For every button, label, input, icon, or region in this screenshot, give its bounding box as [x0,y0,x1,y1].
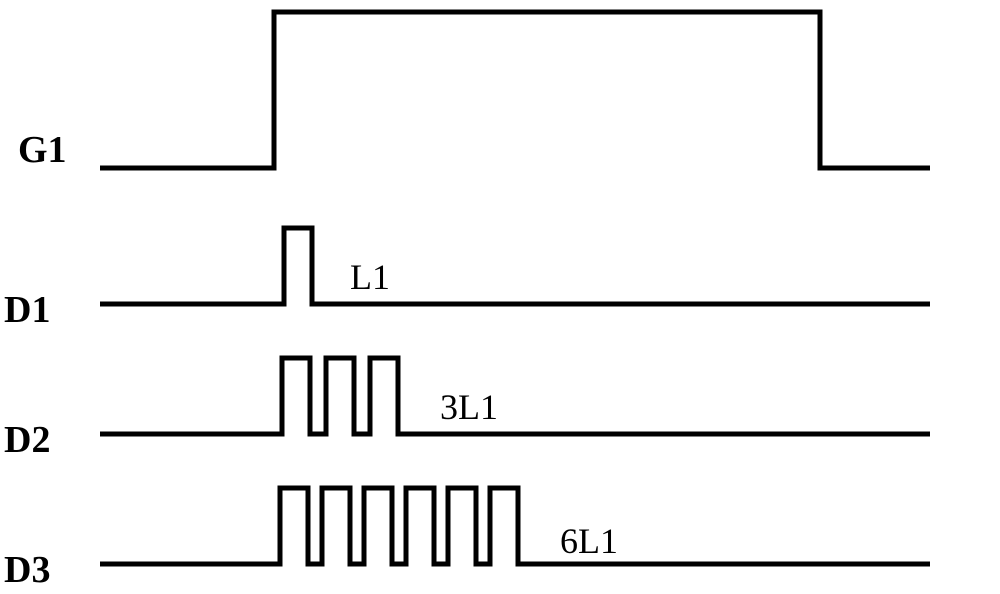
annotation-d2: 3L1 [440,386,498,428]
row-label-g1: G1 [18,128,67,172]
row-label-d3: D3 [4,548,50,592]
row-label-d1: D1 [4,288,50,332]
timing-diagram-svg [0,0,1000,594]
signal-trace-g1 [100,12,930,168]
timing-diagram: G1 D1 L1 D2 3L1 D3 6L1 [0,0,1000,594]
annotation-d1: L1 [350,256,390,298]
row-label-d2: D2 [4,418,50,462]
signal-trace-d1 [100,228,930,304]
signal-trace-d3 [100,488,930,564]
signal-trace-d2 [100,358,930,434]
annotation-d3: 6L1 [560,520,618,562]
